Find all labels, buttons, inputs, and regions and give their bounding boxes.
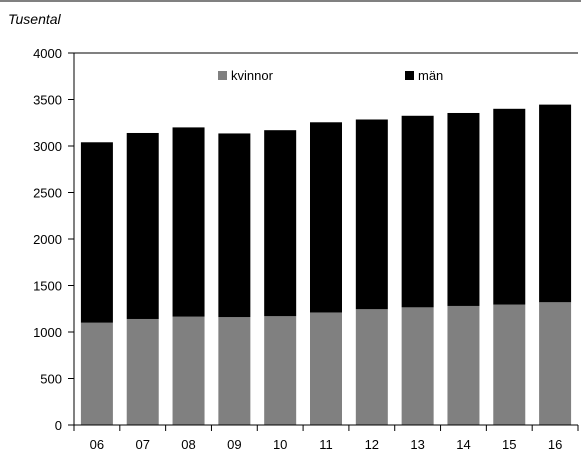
bar-16-kvinnor <box>539 302 572 425</box>
bars-group <box>80 104 572 425</box>
plot-frame <box>0 0 581 426</box>
bar-12-man <box>355 119 388 310</box>
bar-09-kvinnor <box>218 317 251 425</box>
y-tick-label: 1500 <box>33 279 62 294</box>
x-tick-label: 15 <box>502 437 516 452</box>
x-tick-label: 09 <box>227 437 241 452</box>
bar-15-man <box>493 108 526 305</box>
bar-06-man <box>80 142 113 323</box>
bar-11-kvinnor <box>310 312 342 425</box>
y-tick-label: 2000 <box>33 232 62 247</box>
y-tick-label: 4000 <box>33 46 62 61</box>
x-axis-ticks: 06 07 08 09 10 11 12 13 14 15 16 <box>73 425 579 452</box>
bar-08-kvinnor <box>172 316 205 425</box>
y-unit-label: Tusental <box>8 11 62 27</box>
y-tick-label: 3000 <box>33 139 62 154</box>
bar-10-kvinnor <box>264 316 297 425</box>
bar-11-man <box>310 122 342 313</box>
x-tick-label: 13 <box>410 437 424 452</box>
legend-label-man: män <box>418 68 443 83</box>
bar-15-kvinnor <box>493 304 526 425</box>
bar-08-man <box>172 127 205 317</box>
x-tick-label: 06 <box>90 437 104 452</box>
bar-10-man <box>264 130 297 317</box>
bar-07-kvinnor <box>126 318 159 425</box>
bar-14-man <box>447 112 480 306</box>
x-tick-label: 11 <box>319 437 333 452</box>
x-tick-label: 14 <box>456 437 470 452</box>
legend-swatch-kvinnor <box>218 71 227 80</box>
bar-13-man <box>401 115 434 308</box>
x-tick-label: 16 <box>548 437 562 452</box>
x-tick-label: 08 <box>181 437 195 452</box>
x-tick-label: 07 <box>135 437 149 452</box>
bar-09-man <box>218 133 251 318</box>
y-axis-ticks: 0 500 1000 1500 2000 2500 3000 3500 4000 <box>33 46 74 433</box>
bar-12-kvinnor <box>355 309 388 425</box>
bar-14-kvinnor <box>447 305 480 425</box>
legend: kvinnor män <box>218 68 443 83</box>
y-tick-label: 1000 <box>33 325 62 340</box>
y-tick-label: 500 <box>40 372 62 387</box>
legend-swatch-man <box>405 71 414 80</box>
x-tick-label: 12 <box>365 437 379 452</box>
legend-label-kvinnor: kvinnor <box>231 68 274 83</box>
y-tick-label: 2500 <box>33 186 62 201</box>
bar-16-man <box>539 104 572 303</box>
bar-07-man <box>126 132 159 319</box>
y-tick-label: 3500 <box>33 93 62 108</box>
bar-06-kvinnor <box>80 322 113 425</box>
bar-13-kvinnor <box>401 307 434 425</box>
y-tick-label: 0 <box>55 418 62 433</box>
x-tick-label: 10 <box>273 437 287 452</box>
